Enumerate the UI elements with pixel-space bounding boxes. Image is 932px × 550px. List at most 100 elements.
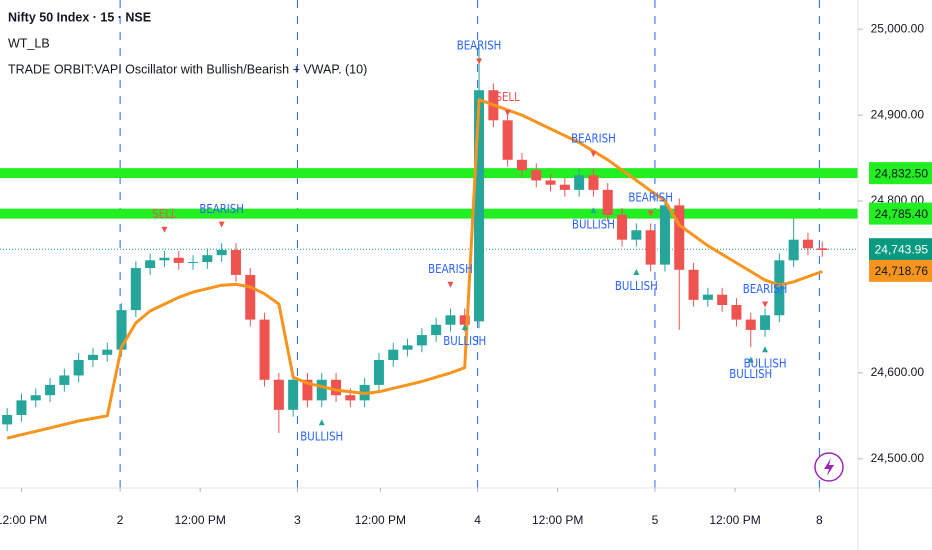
candle-body	[59, 375, 70, 385]
indicator-name: TRADE ORBIT:VAPI Oscillator with Bullish…	[8, 62, 367, 76]
candle-body	[688, 269, 699, 300]
candle-body	[159, 257, 170, 261]
candle-body	[760, 315, 771, 330]
candle-body	[502, 120, 513, 160]
candle-body	[702, 294, 713, 300]
candle-body	[316, 379, 327, 401]
candle-body	[188, 262, 199, 264]
signal-label: BEARISH	[571, 132, 616, 146]
price-label-box	[869, 259, 932, 282]
signal-label: BULLISH	[572, 218, 615, 232]
candle-body	[545, 180, 556, 185]
candle-body	[116, 310, 127, 350]
x-tick-label: 4	[474, 513, 481, 527]
signal-marker	[318, 419, 325, 426]
candle-body	[574, 175, 585, 190]
signal-marker	[590, 151, 597, 158]
candle-body	[302, 379, 313, 401]
y-tick-label: 25,000.00	[871, 21, 925, 35]
candle-body	[30, 395, 41, 401]
candle-body	[388, 349, 399, 360]
signal-marker	[461, 323, 468, 330]
alert-icon[interactable]	[814, 452, 844, 482]
price-label-box	[869, 238, 932, 261]
candle-body	[16, 400, 27, 415]
signal-label: BULLISH	[744, 357, 787, 371]
candle-body	[73, 359, 84, 376]
signal-marker	[590, 207, 597, 214]
x-tick-label: 12:00 PM	[355, 513, 406, 527]
signal-label: SELL	[152, 207, 177, 221]
x-tick-label: 12:00 PM	[532, 513, 583, 527]
vwap-line	[6, 98, 823, 440]
candle-body	[102, 349, 113, 355]
signal-marker	[476, 58, 483, 65]
candle-body	[445, 315, 456, 325]
chart-subtitle: WT_LB	[8, 36, 50, 50]
candle-body	[331, 379, 342, 396]
candle-body	[245, 274, 256, 320]
signal-marker	[447, 281, 454, 288]
candle-body	[617, 214, 628, 240]
signal-label: BEARISH	[199, 202, 244, 216]
candle-body	[588, 175, 599, 190]
candle-body	[674, 205, 685, 270]
signal-marker	[762, 301, 769, 308]
candle-body	[788, 239, 799, 261]
y-tick-label: 24,600.00	[871, 365, 925, 379]
price-label: 24,718.76	[875, 264, 929, 278]
candle-body	[459, 315, 470, 325]
signal-label: BEARISH	[457, 39, 502, 53]
signal-label: BULLISH	[615, 279, 658, 293]
candle-body	[373, 359, 384, 385]
signal-marker	[762, 346, 769, 353]
candle-body	[130, 268, 141, 311]
candle-body	[431, 324, 442, 336]
plot-area	[0, 0, 858, 488]
price-label-box	[869, 202, 932, 225]
candle-body	[345, 395, 356, 401]
signal-marker	[633, 268, 640, 275]
candle-body	[216, 250, 227, 256]
candle-body	[745, 319, 756, 330]
x-tick-label: 5	[652, 513, 659, 527]
candle-body	[559, 184, 570, 190]
candle-body	[631, 230, 642, 240]
candle-body	[717, 294, 728, 305]
candle-body	[817, 248, 828, 251]
candle-body	[416, 335, 427, 346]
signal-label: SELL	[496, 90, 521, 104]
chart-title: Nifty 50 Index · 15 · NSE	[8, 10, 151, 24]
signal-label: BULLISH	[729, 367, 772, 381]
candle-body	[802, 239, 813, 249]
x-tick-label: 2	[117, 513, 124, 527]
candle-body	[202, 255, 213, 263]
candle-body	[731, 305, 742, 320]
candle-body	[273, 379, 284, 410]
candle-body	[774, 260, 785, 316]
x-tick-label: 12:00 PM	[0, 513, 47, 527]
signal-marker	[747, 356, 754, 363]
candle-body	[645, 230, 656, 265]
icon-bolt[interactable]	[824, 458, 834, 476]
candle-body	[2, 414, 13, 425]
candle-body	[402, 345, 413, 350]
signal-marker	[161, 226, 168, 233]
candle-body	[87, 354, 98, 360]
y-tick-label: 24,900.00	[871, 107, 925, 121]
candle-body	[659, 205, 670, 265]
signal-label: BULLISH	[300, 430, 343, 444]
candle-body	[516, 159, 527, 171]
y-tick-label: 24,500.00	[871, 451, 925, 465]
candle-body	[230, 250, 241, 275]
signal-label: BEARISH	[628, 191, 673, 205]
price-label: 24,785.40	[875, 207, 929, 221]
candle-body	[531, 170, 542, 181]
signal-marker	[647, 210, 654, 217]
candle-body	[474, 90, 485, 322]
x-tick-label: 12:00 PM	[175, 513, 226, 527]
candle-body	[45, 384, 56, 396]
signal-label: BEARISH	[743, 282, 788, 296]
